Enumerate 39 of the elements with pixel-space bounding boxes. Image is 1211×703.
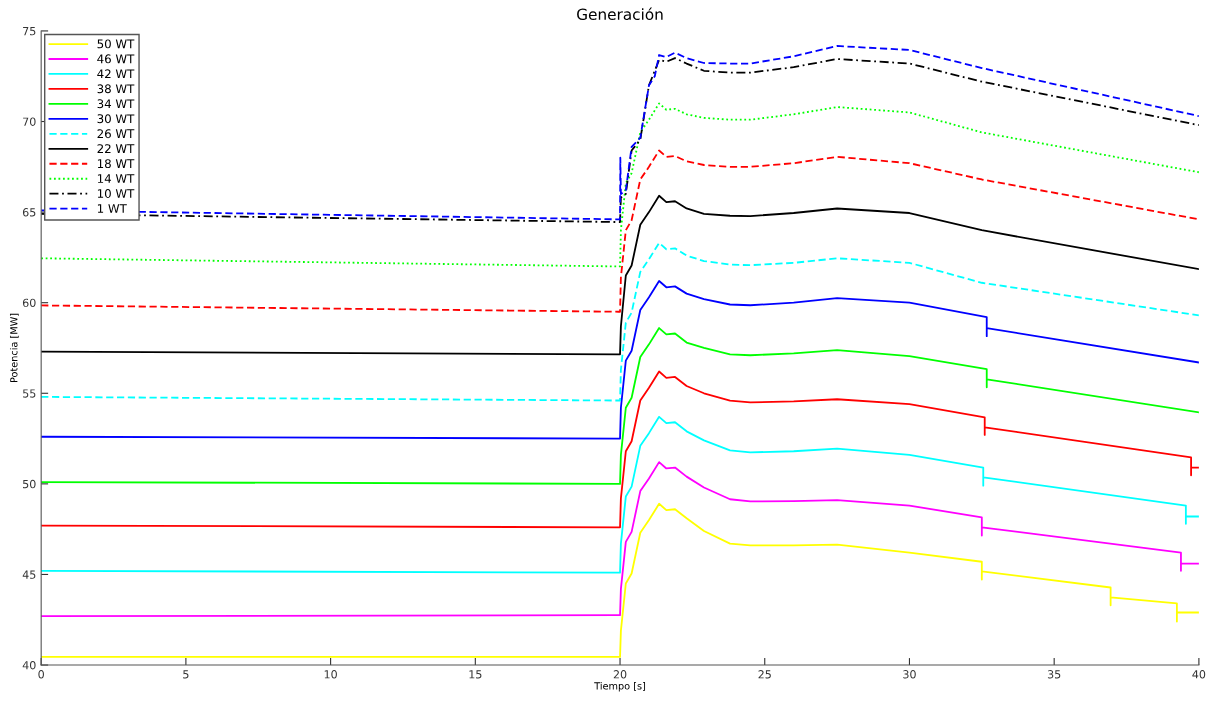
y-tick-label: 70 (23, 117, 36, 126)
line-series (41, 461, 1199, 618)
line-series (41, 415, 1199, 574)
legend-label: 38 WT (97, 84, 135, 94)
x-tick-label: 30 (903, 670, 916, 679)
legend-label: 22 WT (97, 144, 135, 153)
y-tick-label: 65 (22, 208, 36, 217)
line-series (41, 280, 1199, 440)
y-tick-label: 60 (22, 298, 36, 308)
chart-title: Generación (577, 7, 663, 21)
y-tick-label: 50 (23, 479, 36, 489)
x-tick-label: 20 (613, 670, 627, 679)
line-series (41, 502, 1199, 658)
y-tick-label: 40 (22, 661, 36, 670)
line-series (41, 327, 1199, 485)
legend-label: 14 WT (97, 174, 135, 183)
legend-label: 30 WT (97, 114, 135, 124)
x-tick-label: 0 (38, 670, 44, 679)
y-tick-label: 55 (23, 389, 36, 398)
line-series (41, 370, 1199, 529)
x-axis-title: Tiempo [s] (594, 682, 646, 692)
legend-label: 10 WT (97, 189, 135, 199)
x-tick-label: 15 (469, 670, 482, 679)
legend-label: 42 WT (97, 69, 135, 79)
y-axis-title: Potencia [MW] (9, 313, 19, 383)
y-tick-label: 45 (22, 570, 36, 579)
legend-label: 26 WT (97, 129, 135, 139)
x-tick-label: 40 (1192, 670, 1206, 679)
x-tick-label: 10 (324, 670, 337, 679)
x-tick-label: 5 (183, 670, 189, 679)
y-tick-label: 75 (23, 27, 36, 36)
line-series (41, 241, 1199, 402)
x-tick-label: 35 (1047, 670, 1061, 679)
legend-label: 46 WT (97, 54, 135, 64)
x-tick-label: 25 (758, 670, 771, 679)
legend-label: 34 WT (97, 99, 135, 109)
legend-label: 1 WT (97, 204, 127, 213)
legend-label: 18 WT (97, 159, 135, 169)
legend-label: 50 WT (97, 39, 135, 49)
